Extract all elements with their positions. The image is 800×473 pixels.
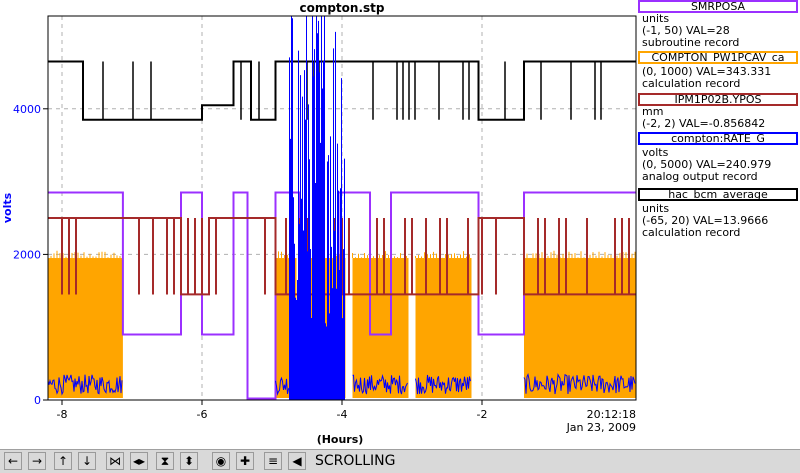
chart-title: compton.stp <box>299 1 384 15</box>
legend-record-hac-bcm: calculation record <box>642 226 741 239</box>
arrow-left-icon[interactable]: ← <box>4 452 22 470</box>
stop-icon[interactable]: ◉ <box>212 452 230 470</box>
series-compton-rate-block <box>523 373 636 395</box>
y-axis-label: volts <box>1 192 14 223</box>
legend-box-hac-bcm[interactable]: hac_bcm_average <box>638 188 798 201</box>
zoom-y-out-icon[interactable]: ⬍ <box>180 452 198 470</box>
series-hac-bcm-average <box>48 60 636 121</box>
zoom-x-in-icon[interactable]: ⋈ <box>106 452 124 470</box>
zoom-x-out-icon[interactable]: ◂▸ <box>130 452 148 470</box>
chart: -8 -6 -4 -2 0 2000 4000 compton.stp (Hours) volts… <box>1 1 637 446</box>
series-compton-rate-block <box>415 374 471 395</box>
add-icon[interactable]: ✚ <box>236 452 254 470</box>
legend-units-hac-bcm: units <box>642 202 670 215</box>
legend-range-hac-bcm: (-65, 20) VAL=13.9666 <box>642 214 769 227</box>
x-tick-label: -4 <box>337 408 348 421</box>
y-tick-label: 0 <box>34 394 41 407</box>
series-ipm1p02b-ypos <box>48 217 636 296</box>
legend-record-smrposa: subroutine record <box>642 36 740 49</box>
x-axis-label: (Hours) <box>317 433 364 446</box>
legend-units-compton-rate: volts <box>642 146 669 159</box>
series-compton-rate-block <box>352 373 408 395</box>
legend-box-smrposa[interactable]: SMRPOSA <box>638 0 798 13</box>
y-tick-label: 4000 <box>13 103 41 116</box>
arrow-right-icon[interactable]: → <box>28 452 46 470</box>
y-tick-label: 2000 <box>13 248 41 261</box>
legend-range-smrposa: (-1, 50) VAL=28 <box>642 24 730 37</box>
x-tick-label: -8 <box>57 408 68 421</box>
series-smrposa <box>48 191 636 400</box>
series-compton-rate-block <box>47 374 123 396</box>
toolbar: ← → ↑ ↓ ⋈ ◂▸ ⧗ ⬍ ◉ ✚ ≡ ◀ SCROLLING <box>0 449 800 473</box>
autoscale-icon[interactable]: ≡ <box>264 452 282 470</box>
legend-range-compton-pw1pcav: (0, 1000) VAL=343.331 <box>642 65 772 78</box>
arrow-up-icon[interactable]: ↑ <box>54 452 72 470</box>
x-tick-label: -2 <box>477 408 488 421</box>
legend-box-compton-pw1pcav[interactable]: COMPTON_PW1PCAV_ca <box>638 51 798 64</box>
legend: SMRPOSA units (-1, 50) VAL=28 subroutine… <box>638 0 800 250</box>
legend-range-ipm1p02b: (-2, 2) VAL=-0.856842 <box>642 117 766 130</box>
zoom-y-in-icon[interactable]: ⧗ <box>156 452 174 470</box>
legend-range-compton-rate: (0, 5000) VAL=240.979 <box>642 158 772 171</box>
arrow-down-icon[interactable]: ↓ <box>78 452 96 470</box>
series-compton-pw1pcav-block <box>524 258 636 398</box>
scrolling-status: SCROLLING <box>315 453 396 469</box>
legend-box-ipm1p02b[interactable]: IPM1P02B.YPOS <box>638 93 798 106</box>
series-compton-rate-spikes <box>289 16 345 400</box>
end-date-label: Jan 23, 2009 <box>566 421 636 434</box>
legend-units-ipm1p02b: mm <box>642 105 664 118</box>
legend-record-compton-pw1pcav: calculation record <box>642 77 741 90</box>
legend-units-smrposa: units <box>642 12 670 25</box>
end-time-label: 20:12:18 <box>587 408 636 421</box>
legend-box-compton-rate[interactable]: compton:RATE_G <box>638 132 798 145</box>
x-tick-label: -6 <box>197 408 208 421</box>
legend-record-compton-rate: analog output record <box>642 170 758 183</box>
series-compton-pw1pcav-block <box>352 258 409 398</box>
series-compton-pw1pcav-block <box>415 258 472 398</box>
export-icon[interactable]: ◀ <box>288 452 306 470</box>
